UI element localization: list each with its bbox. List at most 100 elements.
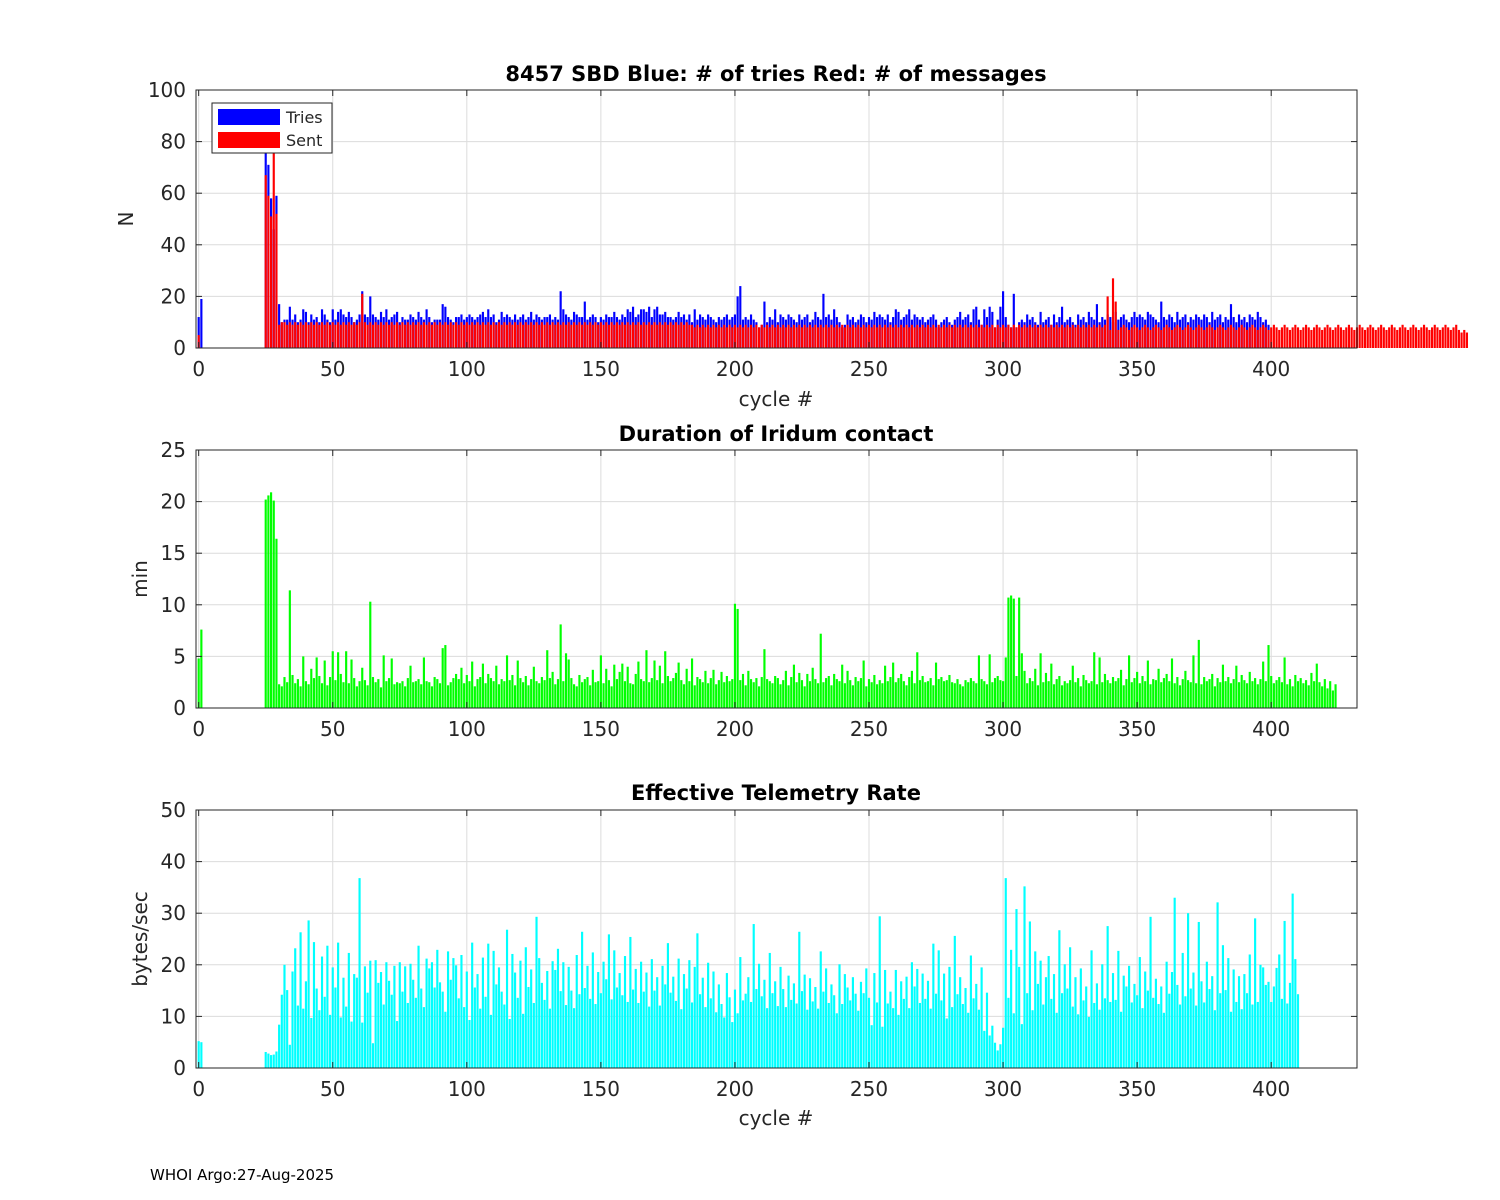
duration-bar-duration — [1291, 686, 1294, 708]
sbd-bar-sent — [892, 327, 895, 348]
sbd-bar-sent — [315, 322, 318, 348]
duration-bar-duration — [302, 656, 305, 708]
sbd-bar-sent — [1431, 327, 1434, 348]
rate-bar-rate — [800, 991, 804, 1068]
sbd-bar-sent — [1296, 327, 1300, 348]
sbd-bar-sent — [993, 327, 997, 348]
rate-bar-rate — [1192, 972, 1195, 1068]
duration-bar-duration — [320, 683, 324, 708]
duration-bar-duration — [1028, 678, 1031, 708]
rate-bar-rate — [487, 943, 490, 1068]
duration-bar-duration — [264, 499, 267, 708]
sbd-bar-sent — [1460, 332, 1463, 348]
duration-bar-duration — [1058, 676, 1061, 708]
rate-bar-rate — [564, 1005, 568, 1068]
duration-bar-duration — [1069, 680, 1072, 708]
sbd-bar-sent — [715, 327, 718, 348]
rate-bar-rate — [457, 998, 460, 1068]
rate-bar-rate — [1173, 897, 1176, 1068]
rate-bar-rate — [943, 973, 946, 1068]
sbd-bar-sent — [843, 327, 846, 348]
sbd-bar-sent — [1358, 324, 1361, 348]
duration-bar-duration — [1130, 682, 1133, 708]
sbd-bar-sent — [634, 324, 637, 348]
sbd-bar-sent — [905, 324, 908, 348]
duration-bar-duration — [524, 676, 527, 708]
rate-bar-rate — [948, 966, 951, 1068]
sbd-bar-sent — [1428, 329, 1431, 348]
rate-ytick-label: 50 — [161, 798, 186, 822]
rate-bar-rate — [503, 1004, 506, 1068]
sbd-bar-sent — [1211, 327, 1214, 348]
rate-bar-rate — [1058, 930, 1061, 1068]
sbd-bar-sent — [406, 322, 409, 348]
rate-bar-rate — [556, 948, 560, 1068]
sbd-bar-sent — [1294, 324, 1297, 348]
rate-bar-rate — [610, 999, 613, 1068]
duration-bar-duration — [835, 679, 838, 708]
rate-bar-rate — [347, 952, 350, 1068]
sbd-bar-sent — [1036, 327, 1039, 348]
sbd-bar-sent — [267, 195, 270, 348]
sbd-bar-sent — [977, 327, 981, 348]
sbd-bar-sent — [642, 322, 645, 348]
sbd-bar-sent — [1393, 327, 1396, 348]
rate-bar-rate — [516, 997, 519, 1068]
rate-bar-rate — [575, 955, 578, 1068]
rate-bar-rate — [993, 1042, 997, 1068]
sbd-bar-sent — [1444, 324, 1447, 348]
sbd-bar-sent — [1039, 324, 1042, 348]
rate-bar-rate — [669, 992, 672, 1068]
sbd-bar-sent — [363, 322, 366, 348]
sbd-bar-sent — [524, 322, 527, 348]
rate-bar-rate — [980, 967, 983, 1068]
rate-bar-rate — [366, 992, 369, 1068]
sbd-bar-sent — [1200, 327, 1203, 348]
rate-bar-rate — [387, 980, 391, 1068]
duration-bar-duration — [993, 678, 997, 708]
duration-bar-duration — [1157, 668, 1160, 708]
duration-bar-duration — [1326, 688, 1329, 708]
rate-bar-rate — [959, 977, 962, 1068]
sbd-bar-sent — [1060, 324, 1064, 348]
duration-bar-duration — [913, 683, 916, 708]
duration-bar-duration — [1313, 681, 1316, 708]
duration-bar-duration — [878, 680, 881, 708]
duration-bar-duration — [1031, 681, 1034, 708]
sbd-bar-sent — [586, 324, 589, 348]
sbd-bar-sent — [532, 324, 535, 348]
rate-bar-rate — [838, 964, 841, 1068]
rate-xtick-label: 100 — [448, 1077, 486, 1101]
sbd-bar-sent — [1066, 324, 1069, 348]
rate-bar-rate — [1122, 975, 1125, 1068]
rate-bar-rate — [1039, 960, 1042, 1068]
sbd-bar-sent — [961, 327, 964, 348]
sbd-bar-sent — [583, 322, 586, 348]
rate-bar-rate — [1031, 1010, 1034, 1068]
duration-bar-duration — [323, 660, 326, 708]
sbd-bar-sent — [1106, 296, 1109, 348]
rate-bar-rate — [379, 972, 383, 1068]
rate-bar-rate — [567, 966, 570, 1068]
sbd-bar-sent — [390, 322, 393, 348]
sbd-bar-sent — [355, 324, 358, 348]
duration-bar-duration — [326, 685, 329, 708]
rate-bar-rate — [476, 974, 479, 1068]
rate-bar-rate — [846, 987, 849, 1068]
duration-bar-duration — [873, 674, 876, 708]
sbd-bar-sent — [369, 322, 372, 348]
sbd-bar-sent — [1144, 324, 1147, 348]
sbd-bar-sent — [1071, 324, 1074, 348]
rate-bar-rate — [661, 965, 664, 1068]
sbd-bar-sent — [934, 327, 938, 348]
duration-bar-duration — [1010, 595, 1013, 708]
sbd-bar-tries — [1095, 304, 1098, 348]
sbd-bar-sent — [326, 322, 329, 348]
sbd-bar-sent — [353, 322, 356, 348]
rate-bar-rate — [1047, 956, 1050, 1068]
duration-bar-duration — [838, 681, 841, 708]
sbd-bar-sent — [1111, 278, 1115, 348]
sbd-bar-sent — [1007, 324, 1010, 348]
sbd-bar-sent — [505, 324, 509, 348]
